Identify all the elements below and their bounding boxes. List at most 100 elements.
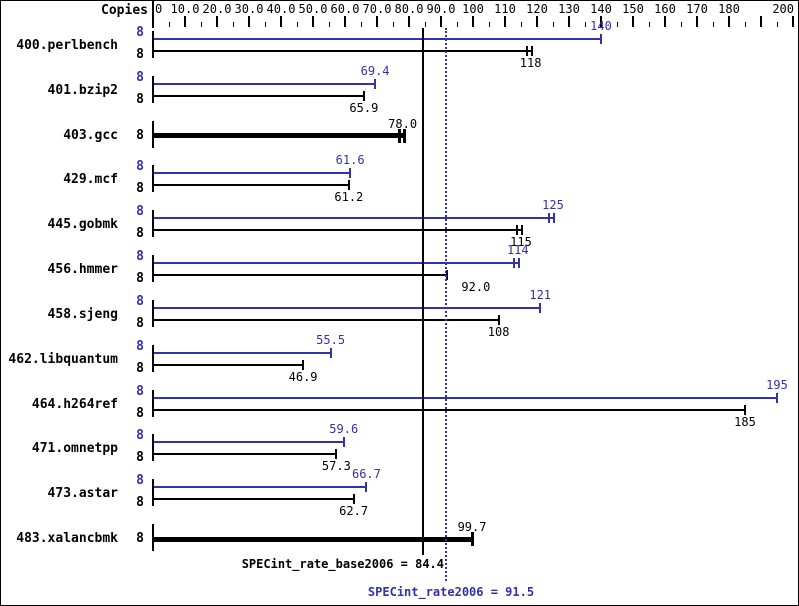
axis-major-tick (312, 16, 314, 27)
base-reference-line (422, 28, 425, 555)
base-bar-end-tick (302, 359, 305, 370)
base-bar-end-tick (335, 449, 338, 460)
axis-tick-label: 30.0 (234, 2, 264, 16)
copies-value: 8 (136, 25, 144, 40)
axis-origin-header-line (152, 1, 154, 28)
peak-bar-end-tick (512, 258, 515, 269)
peak-bar-end-tick (517, 258, 520, 269)
copies-value: 8 (136, 226, 144, 242)
axis-major-tick (696, 16, 698, 27)
axis-major-tick (792, 16, 794, 27)
copies-value: 8 (136, 47, 144, 62)
benchmark-name: 403.gcc (63, 127, 118, 143)
merged-bar (154, 536, 474, 542)
base-bar (154, 229, 522, 232)
peak-bar-end-tick (776, 392, 778, 403)
axis-major-tick (504, 16, 506, 27)
axis-major-tick (472, 16, 474, 27)
base-bar (154, 363, 305, 366)
peak-value-label: 195 (766, 377, 788, 392)
copies-value: 8 (136, 249, 144, 265)
copies-value: 8 (136, 271, 144, 287)
axis-tick-label: 10.0 (170, 2, 200, 16)
peak-bar-end-tick (329, 347, 332, 358)
row-origin-line (152, 165, 154, 193)
copies-value: 8 (136, 159, 144, 175)
base-bar-end-tick (516, 225, 518, 236)
base-bar (154, 94, 365, 97)
benchmark-name: 471.omnetpp (31, 441, 118, 457)
axis-minor-tick (360, 22, 362, 27)
axis-major-tick (664, 16, 666, 27)
axis-major-tick (216, 16, 218, 27)
benchmark-name: 401.bzip2 (47, 82, 118, 98)
merged-bar-end-tick (471, 532, 475, 547)
base-value-label: 62.7 (339, 504, 369, 519)
axis-major-tick (632, 16, 634, 27)
merged-bar-end-tick (397, 128, 401, 143)
peak-value-label: 140 (590, 19, 612, 33)
base-bar (154, 408, 746, 411)
base-value-label: 61.2 (334, 190, 364, 205)
base-bar-end-tick (446, 270, 449, 281)
copies-value: 8 (136, 450, 144, 466)
copies-value: 8 (136, 181, 144, 197)
axis-tick-label: 170 (686, 2, 708, 16)
axis-minor-tick (712, 22, 714, 27)
merged-value-label: 99.7 (457, 520, 487, 535)
axis-minor-tick (392, 22, 394, 27)
peak-value-label: 114 (506, 243, 529, 258)
peak-reference-line (444, 28, 447, 581)
copies-value: 8 (136, 91, 144, 107)
copies-value: 8 (136, 405, 144, 421)
copies-header-label: Copies (101, 3, 148, 18)
base-value-label: 115 (510, 235, 532, 250)
axis-major-tick (440, 16, 442, 27)
peak-value-label: 125 (542, 198, 564, 213)
benchmark-name: 462.libquantum (8, 351, 118, 367)
base-value-label: 65.9 (349, 100, 379, 115)
copies-value: 8 (136, 338, 144, 354)
base-value-label: 57.3 (321, 459, 351, 474)
axis-tick-label: 20.0 (202, 2, 232, 16)
copies-value: 8 (136, 495, 144, 511)
peak-bar (154, 217, 554, 220)
peak-bar-end-tick (365, 482, 368, 493)
base-value-label: 108 (487, 324, 510, 339)
peak-bar (154, 351, 332, 354)
copies-value: 8 (136, 428, 144, 444)
base-bar-end-tick (497, 314, 500, 325)
merged-bar (154, 133, 404, 139)
axis-tick-label: 200 (772, 2, 794, 16)
base-bar-end-tick (744, 404, 746, 415)
axis-tick-label: 160 (654, 2, 676, 16)
benchmark-name: 456.hmmer (47, 262, 118, 278)
row-origin-line (152, 479, 154, 507)
axis-tick-label: 110 (494, 2, 516, 16)
benchmark-name: 483.xalancbmk (16, 531, 118, 547)
axis-minor-tick (168, 22, 170, 27)
axis-tick-label: 40.0 (266, 2, 296, 16)
base-bar-end-tick (521, 225, 523, 236)
benchmark-name: 473.astar (47, 486, 118, 502)
base-total-label: SPECint_rate_base2006 = 84.4 (241, 557, 444, 571)
axis-minor-tick (584, 22, 586, 27)
axis-tick-label: 80.0 (394, 2, 424, 16)
merged-value-label: 78.0 (388, 116, 418, 131)
peak-bar (154, 82, 377, 85)
base-bar (154, 274, 449, 277)
axis-tick-label: 130 (558, 2, 580, 16)
axis-minor-tick (520, 22, 522, 27)
axis-tick-label: 180 (718, 2, 740, 16)
base-bar (154, 453, 338, 456)
axis-minor-tick (200, 22, 202, 27)
base-bar-end-tick (347, 180, 350, 191)
copies-value: 8 (136, 204, 144, 220)
peak-value-label: 66.7 (351, 467, 381, 482)
base-value-label: 118 (519, 56, 542, 70)
peak-bar (154, 262, 519, 265)
axis-minor-tick (296, 22, 298, 27)
axis-tick-label: 60.0 (330, 2, 360, 16)
axis-tick-label: 140 (590, 2, 612, 16)
peak-value-label: 69.4 (360, 63, 390, 78)
